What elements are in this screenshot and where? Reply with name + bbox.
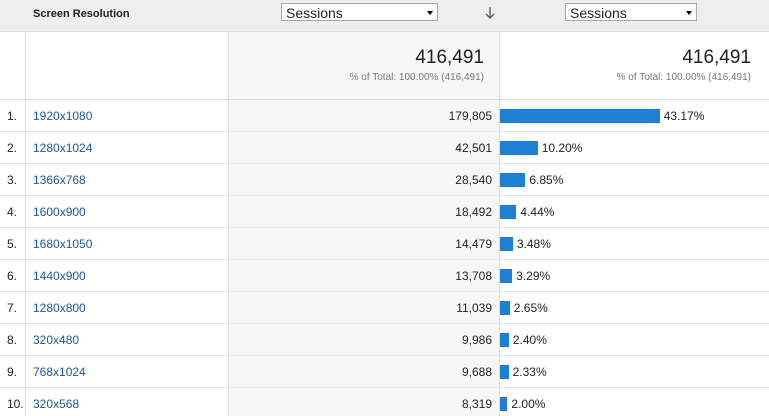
share-bar	[500, 269, 513, 283]
resolution-link[interactable]: 320x480	[33, 333, 80, 347]
sorted-column	[228, 32, 499, 416]
row-line	[0, 291, 769, 292]
share-bar	[500, 109, 660, 123]
share-label: 4.44%	[520, 205, 555, 219]
share-label: 43.17%	[663, 109, 705, 123]
rank: 9.	[7, 365, 18, 379]
share-bar	[500, 333, 509, 347]
row-line	[0, 387, 769, 388]
sort-arrow[interactable]	[484, 6, 496, 20]
resolution-link[interactable]: 1280x1024	[33, 141, 93, 155]
sessions: 13,708	[455, 269, 492, 283]
sessions: 9,986	[461, 333, 492, 347]
row-line	[0, 227, 769, 228]
share-label: 6.85%	[529, 173, 564, 187]
caret	[686, 11, 692, 15]
share-label: 10.20%	[541, 141, 583, 155]
select-text: Sessions	[286, 5, 343, 21]
resolution-link[interactable]: 320x568	[33, 397, 80, 411]
caret	[427, 11, 433, 15]
share-bar	[500, 173, 526, 187]
rank: 10.	[7, 397, 24, 411]
share-bar	[500, 365, 509, 379]
sessions: 11,039	[456, 301, 492, 315]
share-bar	[500, 397, 508, 411]
sessions: 42,501	[455, 141, 492, 155]
resolution-link[interactable]: 1366x768	[33, 173, 86, 187]
divider	[0, 99, 769, 100]
share-label: 2.33%	[512, 365, 547, 379]
share-label: 2.65%	[513, 301, 548, 315]
share-label: 3.29%	[516, 269, 551, 283]
total-note: % of Total: 100.00% (416,491)	[616, 72, 751, 83]
sessions: 28,540	[455, 173, 492, 187]
row-line	[0, 195, 769, 196]
resolution-link[interactable]: 1600x900	[33, 205, 86, 219]
rank: 1.	[7, 109, 18, 123]
row-line	[0, 259, 769, 260]
share-label: 2.00%	[511, 397, 546, 411]
divider	[228, 32, 229, 416]
total-value: 416,491	[415, 47, 484, 68]
metric-select[interactable]: Sessions	[281, 3, 438, 21]
share-label: 2.40%	[512, 333, 547, 347]
share-bar	[500, 141, 538, 155]
sessions: 8,319	[461, 397, 492, 411]
share-label: 3.48%	[516, 237, 551, 251]
resolution-link[interactable]: 1680x1050	[33, 237, 93, 251]
sessions: 18,492	[455, 205, 492, 219]
share-bar	[500, 237, 513, 251]
row-line	[0, 163, 769, 164]
rank: 8.	[7, 333, 18, 347]
select-text: Sessions	[570, 5, 627, 21]
rank: 6.	[7, 269, 18, 283]
sessions: 179,805	[448, 109, 492, 123]
sessions: 9,688	[461, 365, 492, 379]
rank: 2.	[7, 141, 18, 155]
row-line	[0, 323, 769, 324]
total-note: % of Total: 100.00% (416,491)	[349, 72, 484, 83]
row-line	[0, 355, 769, 356]
resolution-link[interactable]: 1920x1080	[33, 109, 93, 123]
resolution-link[interactable]: 1440x900	[33, 269, 86, 283]
rank: 5.	[7, 237, 18, 251]
total-value: 416,491	[682, 47, 751, 68]
divider	[499, 32, 500, 416]
share-bar	[500, 205, 517, 219]
resolution-link[interactable]: 1280x800	[33, 301, 86, 315]
rank: 4.	[7, 205, 18, 219]
row-line	[0, 131, 769, 132]
resolution-link[interactable]: 768x1024	[33, 365, 86, 379]
divider	[25, 32, 26, 416]
sessions: 14,479	[455, 237, 492, 251]
rank: 7.	[7, 301, 18, 315]
share-bar	[500, 301, 510, 315]
dimension-header[interactable]: Screen Resolution	[33, 8, 130, 20]
rank: 3.	[7, 173, 18, 187]
compare-select[interactable]: Sessions	[565, 3, 697, 21]
